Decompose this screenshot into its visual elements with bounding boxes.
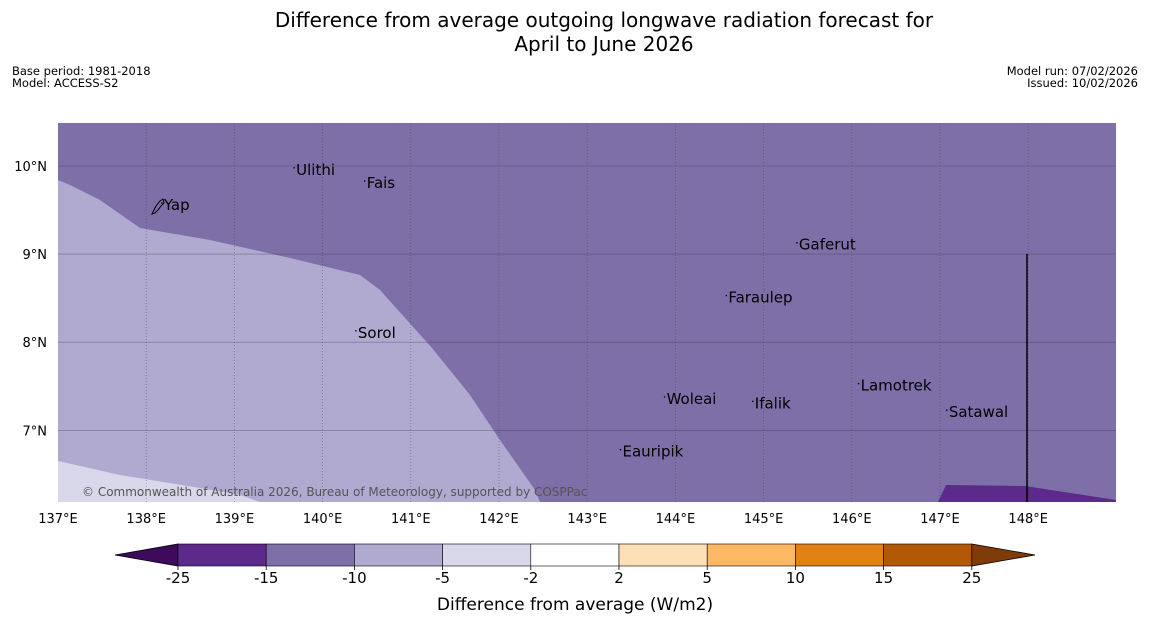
longitude-tick-label: 139°E [215, 512, 255, 527]
place-label: Sorol [358, 324, 396, 342]
latitude-ticks: 10°N 9°N 8°N 7°N [14, 160, 47, 439]
colorbar-extend-min [114, 543, 179, 567]
place-marker [796, 241, 798, 244]
place-marker [619, 448, 622, 451]
colorbar-tick-label: -15 [254, 569, 279, 587]
colorbar-segment [177, 543, 267, 567]
colorbar-tick-label: -5 [435, 569, 450, 587]
title-line-2: April to June 2026 [514, 32, 694, 56]
longitude-tick-label: 137°E [38, 512, 78, 527]
colorbar-segment [706, 543, 796, 567]
model-name: Model: ACCESS-S2 [12, 76, 119, 90]
place-marker [663, 396, 666, 398]
place-label: Ulithi [296, 161, 335, 179]
meta-right: Model run: 07/02/2026 Issued: 10/02/2026 [1007, 65, 1138, 89]
place-marker [293, 167, 295, 169]
issued-date: Issued: 10/02/2026 [1027, 76, 1138, 90]
place-label: Yap [163, 196, 190, 214]
colorbar-segment [442, 543, 532, 567]
longitude-tick-label: 138°E [126, 512, 166, 527]
colorbar-segment [795, 543, 884, 567]
colorbar-tick-label: -25 [166, 569, 191, 587]
latitude-tick-label: 7°N [23, 424, 48, 439]
copyright-text: © Commonwealth of Australia 2026, Bureau… [82, 485, 587, 499]
place-marker [857, 382, 860, 385]
longitude-tick-label: 142°E [479, 512, 519, 527]
colorbar-tick-label: -10 [342, 569, 367, 587]
longitude-tick-label: 145°E [744, 512, 784, 527]
longitude-tick-label: 144°E [656, 512, 696, 527]
longitude-tick-label: 147°E [920, 512, 960, 527]
meta-left: Base period: 1981-2018 Model: ACCESS-S2 [12, 65, 151, 89]
colorbar-tick-label: -2 [523, 569, 538, 587]
place-label: Gaferut [799, 236, 856, 254]
place-label: Eauripik [622, 443, 683, 461]
place-marker [725, 294, 728, 297]
colorbar-tick-label: 2 [614, 569, 624, 587]
colorbar-segment [354, 543, 443, 567]
title-line-1: Difference from average outgoing longwav… [274, 8, 934, 32]
longitude-ticks: 137°E 138°E 139°E 140°E 141°E 142°E 143°E 144°E… [38, 512, 1048, 527]
place-label: Ifalik [755, 394, 791, 412]
longitude-tick-label: 140°E [303, 512, 343, 527]
colorbar-tick-label: 25 [962, 569, 981, 587]
fill-band-m5-m2 [58, 461, 260, 502]
fill-band-m10-m5 [58, 180, 540, 502]
place-label: Fais [367, 174, 396, 192]
place-marker [355, 329, 357, 332]
colorbar-segment [265, 543, 355, 567]
place-label: Satawal [949, 403, 1008, 421]
model-run: Model run: 07/02/2026 [1006, 64, 1138, 78]
place-label: Faraulep [728, 289, 792, 307]
place-marker [363, 180, 366, 182]
colorbar-segment [618, 543, 708, 567]
latitude-tick-label: 10°N [14, 160, 47, 175]
place-marker [946, 409, 948, 411]
longitude-tick-label: 146°E [832, 512, 872, 527]
colorbar-title: Difference from average (W/m2) [437, 595, 713, 615]
place-marker [161, 202, 163, 204]
colorbar-ticks: -25 -15 -10 -5 -2 2 5 10 15 25 [166, 566, 981, 587]
place-labels: Yap Ulithi Fais Gaferut Faraulep Sorol Woleai I… [161, 161, 1008, 461]
longitude-tick-label: 143°E [567, 512, 607, 527]
base-period: Base period: 1981-2018 [12, 64, 151, 78]
colorbar [114, 543, 1036, 567]
colorbar-tick-label: 10 [786, 569, 805, 587]
latitude-tick-label: 8°N [23, 336, 48, 351]
graticule [58, 123, 1116, 502]
place-label: Lamotrek [861, 377, 932, 395]
colorbar-segment [530, 543, 620, 567]
place-label: Woleai [667, 390, 717, 408]
colorbar-tick-label: 5 [702, 569, 712, 587]
latitude-tick-label: 9°N [23, 248, 48, 263]
chart-title: Difference from average outgoing longwav… [0, 8, 1150, 56]
longitude-tick-label: 148°E [1008, 512, 1048, 527]
colorbar-extend-max [971, 543, 1036, 567]
yap-island-outline [151, 198, 165, 215]
colorbar-tick-label: 15 [874, 569, 893, 587]
map-panel: Yap Ulithi Fais Gaferut Faraulep Sorol Woleai I… [58, 123, 1116, 502]
colorbar-segment [883, 543, 973, 567]
place-marker [751, 400, 754, 403]
longitude-tick-label: 141°E [391, 512, 431, 527]
